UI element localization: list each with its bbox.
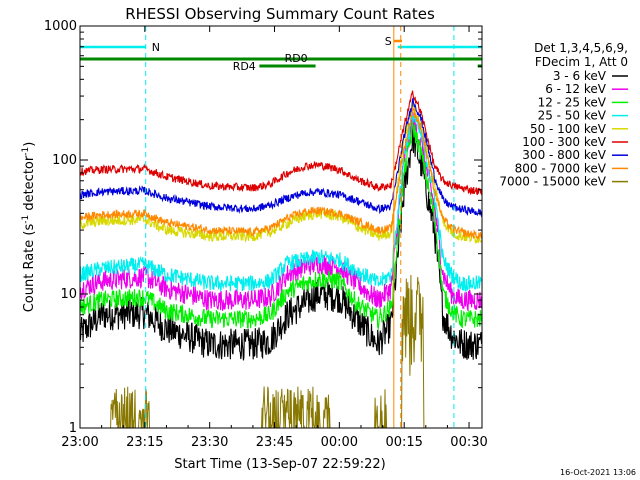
series-line-7	[79, 106, 483, 240]
x-tick-label-6: 00:30	[450, 435, 487, 450]
series-line-6	[79, 97, 483, 217]
y-axis-label: Count Rate (s-1 detector-1)	[21, 142, 37, 313]
legend-label-1: 6 - 12 keV	[545, 82, 607, 96]
legend: Det 1,3,4,5,6,9, FDecim 1, Att 0 3 - 6 k…	[499, 41, 628, 189]
chart-title: RHESSI Observing Summary Count Rates	[125, 5, 435, 23]
markers-group: N S RD0 RD4	[80, 26, 482, 428]
legend-label-0: 3 - 6 keV	[553, 69, 607, 83]
y-axis-label-sup2: -1	[21, 147, 31, 156]
legend-header-1: Det 1,3,4,5,6,9,	[534, 41, 628, 55]
y-tick-label-2: 100	[52, 153, 77, 168]
y-axis-label-part2: detector	[22, 155, 37, 215]
legend-label-2: 12 - 25 keV	[538, 95, 607, 109]
series-line-5	[79, 90, 483, 196]
rd4-label: RD4	[233, 60, 256, 73]
x-tick-label-4: 00:00	[321, 435, 358, 450]
x-tick-label-2: 23:30	[191, 435, 228, 450]
y-tick-label-0: 1	[69, 421, 77, 436]
legend-label-3: 25 - 50 keV	[538, 109, 607, 123]
series-line-2	[79, 120, 483, 331]
y-axis-label-part3: )	[22, 142, 37, 147]
x-axis-label: Start Time (13-Sep-07 22:59:22)	[174, 457, 385, 472]
x-tick-label-1: 23:15	[126, 435, 163, 450]
legend-label-8: 7000 - 15000 keV	[499, 175, 606, 189]
series-group	[79, 90, 483, 430]
x-tick-label-5: 00:15	[385, 435, 422, 450]
x-tick-label-0: 23:00	[61, 435, 98, 450]
legend-label-7: 800 - 7000 keV	[515, 161, 607, 175]
saa-label: S	[385, 35, 392, 48]
night-label: N	[152, 41, 160, 54]
series-line-8	[80, 274, 482, 430]
legend-label-5: 100 - 300 keV	[522, 135, 606, 149]
y-tick-label-3: 1000	[44, 19, 77, 34]
rd0-label: RD0	[285, 52, 308, 65]
y-axis-label-sup1: -1	[21, 215, 31, 224]
y-tick-label-1: 10	[60, 287, 77, 302]
legend-label-4: 50 - 100 keV	[530, 122, 607, 136]
x-tick-label-3: 23:45	[256, 435, 293, 450]
x-axis: 23:00 23:15 23:30 23:45 00:00 00:15 00:30	[61, 26, 488, 450]
footer-timestamp: 16-Oct-2021 13:06	[560, 468, 636, 477]
y-axis: 1 10 100 1000	[44, 19, 482, 436]
legend-label-6: 300 - 800 keV	[522, 148, 606, 162]
plot-frame	[79, 25, 483, 429]
legend-header-2: FDecim 1, Att 0	[535, 55, 628, 69]
y-axis-label-part1: Count Rate (s	[22, 224, 37, 313]
